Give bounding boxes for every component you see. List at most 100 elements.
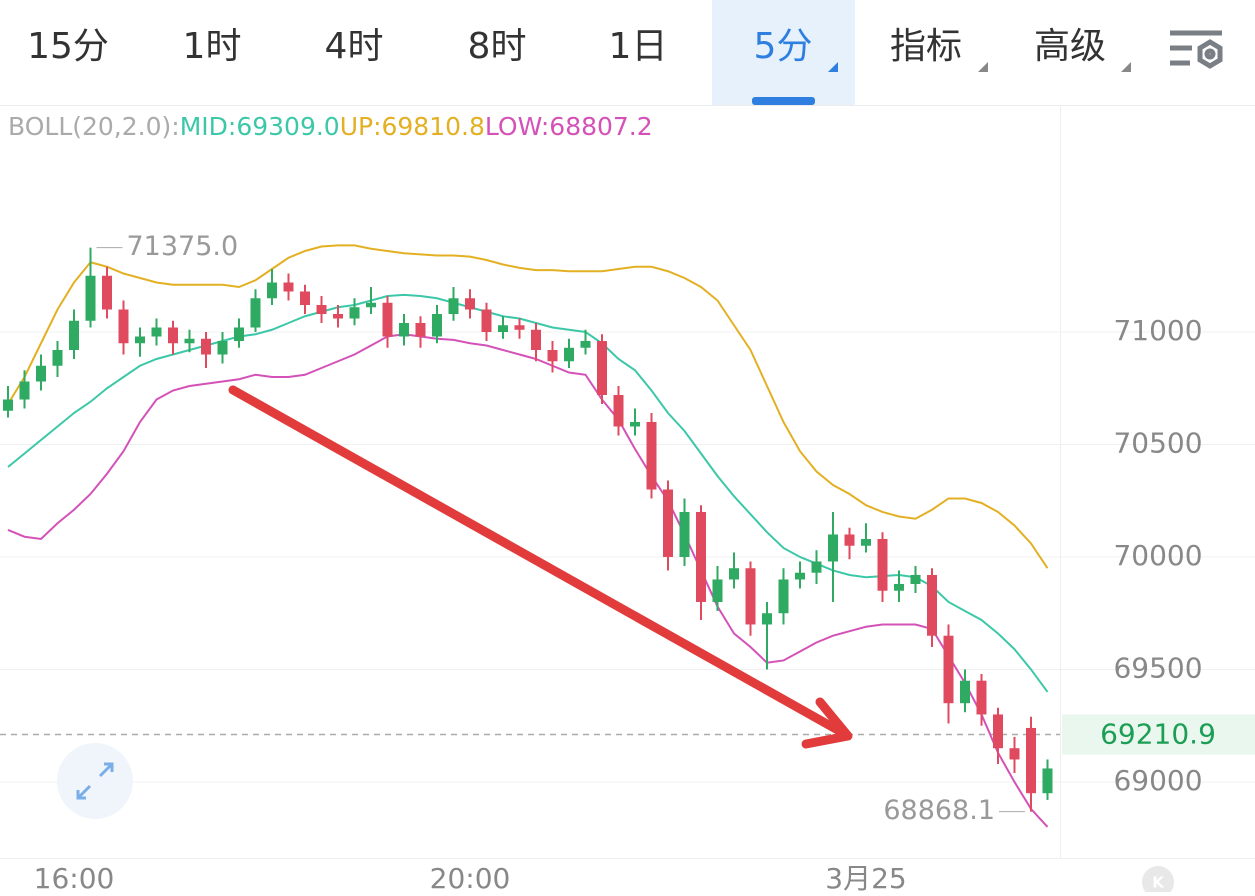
candle-body	[300, 291, 310, 306]
candle-body	[877, 538, 888, 591]
candle-body	[36, 365, 46, 382]
y-tick-label: 70500	[1113, 426, 1202, 459]
candle-body	[349, 307, 360, 319]
plot	[0, 244, 1255, 828]
icon-dot	[1204, 48, 1216, 60]
tab[interactable]: 1时	[183, 26, 242, 67]
candle-body	[663, 489, 673, 557]
candle-body	[3, 399, 13, 411]
candle-body	[184, 338, 195, 344]
min-marker-label: 68868.1	[883, 795, 995, 826]
icon-arrow	[98, 762, 114, 778]
candle-body	[597, 341, 607, 395]
candle-body	[102, 275, 112, 310]
candle-body	[316, 305, 327, 315]
candle-body	[580, 341, 591, 348]
candle-body	[910, 574, 921, 584]
candle-body	[861, 538, 871, 546]
candle-body	[234, 327, 244, 342]
candle-body	[564, 347, 574, 362]
legend-entry: MID:69309.0	[180, 112, 340, 141]
tab[interactable]: 5分	[754, 26, 813, 67]
candle-body	[795, 572, 805, 580]
tab[interactable]: 指标	[890, 26, 962, 67]
settings-icon[interactable]	[1170, 30, 1223, 69]
candle-body	[267, 282, 277, 299]
candle-body	[844, 534, 855, 546]
candle-body	[976, 680, 987, 715]
candle-body	[465, 298, 475, 310]
candle-body	[943, 635, 954, 704]
active-tab-indicator	[752, 97, 815, 105]
candle-body	[646, 421, 657, 490]
candle-body	[630, 421, 640, 427]
candle-body	[1026, 727, 1036, 794]
candle-body	[201, 338, 211, 355]
expand-icon	[76, 762, 114, 800]
candle-body	[168, 327, 178, 344]
candle-body	[778, 579, 789, 614]
candle-body	[69, 320, 79, 351]
legend-entry: LOW:68807.2	[485, 112, 653, 141]
tab[interactable]: 15分	[27, 26, 109, 67]
dropdown-caret	[1121, 62, 1131, 72]
boll-line	[7, 293, 1049, 693]
k-button[interactable]	[1142, 866, 1174, 896]
legend-entry: BOLL(20,2.0):	[8, 112, 180, 141]
boll-line	[7, 333, 1049, 828]
candle-body	[1009, 748, 1020, 760]
current-price-label: 69210.9	[1100, 718, 1216, 751]
k-button-icon: K	[1152, 874, 1165, 892]
indicator-legend: BOLL(20,2.0):MID:69309.0UP:69810.8LOW:68…	[8, 112, 653, 141]
tab[interactable]: 4时	[325, 26, 384, 67]
candle-body	[448, 298, 459, 315]
active-tab-bg	[712, 0, 855, 105]
max-marker-label: 71375.0	[127, 231, 239, 262]
current-price-box	[1062, 714, 1255, 755]
candle-body	[118, 309, 129, 344]
trend-arrow	[228, 385, 853, 749]
candle-body	[745, 568, 756, 625]
tab[interactable]: 高级	[1034, 26, 1106, 67]
candle-body	[679, 511, 690, 557]
arrow-head	[801, 697, 853, 749]
x-tick-label: 3月25	[825, 862, 906, 892]
expand-button[interactable]	[57, 743, 133, 819]
dropdown-caret	[828, 62, 838, 72]
candle-body	[399, 323, 409, 337]
candle-body	[415, 323, 426, 337]
candle-body	[811, 561, 822, 573]
candle-body	[498, 325, 508, 333]
candle-body	[217, 341, 228, 355]
candle-body	[52, 350, 63, 366]
arrow-shaft	[228, 385, 848, 738]
candle-body	[85, 275, 96, 321]
candle-body	[927, 574, 937, 636]
candle-body	[135, 336, 145, 344]
icon-arrow	[76, 784, 92, 800]
y-tick-label: 69000	[1113, 764, 1202, 797]
candle-body	[828, 534, 838, 562]
y-tick-label: 70000	[1113, 539, 1202, 572]
tab[interactable]: 8时	[468, 26, 527, 67]
candle-body	[514, 325, 525, 330]
candle-body	[762, 613, 772, 625]
candle-body	[432, 314, 442, 337]
legend-entry: UP:69810.8	[340, 112, 485, 141]
icon-hex	[1197, 39, 1223, 69]
candle-body	[481, 309, 492, 333]
candle-body	[613, 394, 624, 427]
candle-body	[993, 714, 1003, 749]
candle-body	[547, 350, 558, 362]
candle-body	[960, 680, 970, 704]
candle-body	[729, 568, 739, 580]
candle-body	[151, 327, 162, 337]
candle-body	[712, 579, 723, 602]
dropdown-caret	[978, 62, 988, 72]
candle-body	[894, 583, 904, 591]
y-tick-label: 71000	[1113, 314, 1202, 347]
candle-body	[366, 302, 376, 308]
candle-body	[283, 282, 294, 292]
tab[interactable]: 1日	[609, 26, 668, 67]
